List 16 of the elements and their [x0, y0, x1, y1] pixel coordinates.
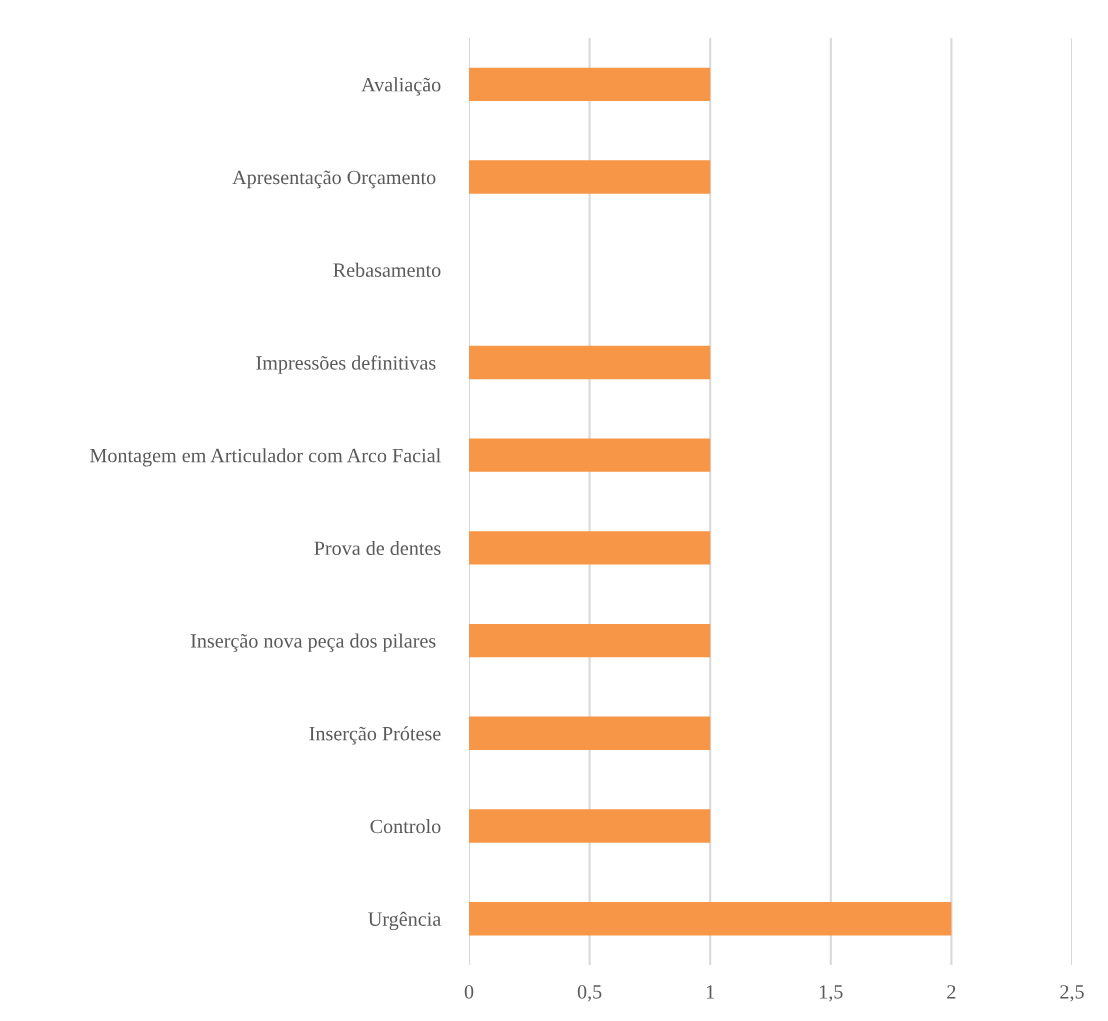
x-tick-label: 0,5	[577, 985, 602, 1002]
y-tick-label: Rebasamento	[333, 262, 441, 277]
y-tick-label: Montagem em Articulador com Arco Facial	[90, 448, 441, 467]
x-tick-label: 2,5	[1060, 985, 1084, 1002]
y-tick-label: Apresentação Orçamento	[232, 170, 436, 189]
y-tick-label: Avaliação	[361, 77, 441, 96]
x-tick-label: 1,5	[819, 985, 843, 1002]
x-tick-label: 1	[706, 985, 715, 999]
y-tick-label: Inserção nova peça dos pilares	[190, 633, 436, 652]
x-tick-label: 2	[947, 985, 956, 999]
y-tick-label: Impressões definitivas	[256, 355, 436, 374]
y-tick-label: Inserção Prótese	[309, 726, 441, 745]
x-tick-label: 0	[464, 985, 474, 999]
y-tick-label: Prova de dentes	[314, 540, 441, 556]
y-tick-label: Controlo	[370, 819, 441, 834]
y-tick-label: Urgência	[368, 911, 441, 931]
